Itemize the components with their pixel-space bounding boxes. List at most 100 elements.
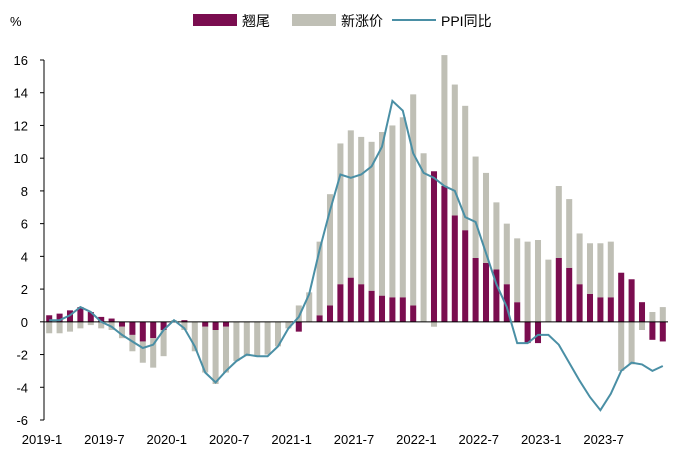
bar-qiaowei [410,305,417,322]
bar-xinzhangjia [368,141,375,291]
bar-qiaowei [482,262,490,322]
bar-qiaowei [337,284,344,322]
ppi-line [49,98,664,412]
bar-qiaowei [181,320,188,322]
bar-xinzhangjia [555,186,562,258]
bar-xinzhangjia [233,321,240,362]
y-tick-label: -2 [16,348,28,363]
bar-qiaowei [607,297,614,322]
bar-xinzhangjia [493,202,500,270]
legend: 翘尾 新涨价 PPI同比 [193,13,492,29]
bar-xinzhangjia [441,55,448,186]
bar-xinzhangjia [337,143,344,285]
x-tick-label: 2023-1 [521,432,561,447]
y-tick-label: 2 [21,282,28,297]
y-axis: -6 -4 -2 0 2 4 6 8 10 12 14 16 [14,53,45,428]
bar-xinzhangjia [222,326,230,373]
bar-xinzhangjia [212,330,219,384]
bar-xinzhangjia [326,194,334,306]
bar-xinzhangjia [295,305,302,322]
bar-qiaowei [77,307,84,322]
bar-qiaowei [503,284,510,322]
bar-xinzhangjia [98,321,105,329]
bar-qiaowei [150,321,157,339]
x-axis: 2019-1 2019-7 2020-1 2020-7 2021-1 2021-7 2022… [22,432,624,447]
bar-xinzhangjia [534,240,542,322]
x-tick-label: 2019-7 [84,432,124,447]
bar-qiaowei [534,321,542,344]
bar-qiaowei [462,230,469,322]
bar-qiaowei [87,312,94,322]
bar-xinzhangjia [202,326,209,373]
x-tick-label: 2022-7 [459,432,499,447]
bar-xinzhangjia [545,259,552,322]
bar-qiaowei [659,321,666,342]
bar-xinzhangjia [482,172,490,263]
bar-qiaowei [638,302,646,322]
x-tick-label: 2019-1 [22,432,62,447]
legend-swatch-xinzhangjia [292,14,336,26]
bar-xinzhangjia [181,321,188,330]
y-tick-label: 4 [21,249,28,264]
ppi-series-line [49,98,664,412]
y-tick-label: 8 [21,184,28,199]
bar-qiaowei [347,277,354,322]
bar-qiaowei [212,321,219,330]
bar-xinzhangjia [399,117,406,298]
bar-qiaowei [139,321,146,342]
legend-label-xinzhangjia: 新涨价 [341,13,383,29]
bar-qiaowei [524,321,531,344]
bar-qiaowei [441,186,448,322]
bar-xinzhangjia [420,153,427,322]
bar-xinzhangjia [347,130,354,278]
bar-qiaowei [160,321,167,330]
bar-qiaowei [46,315,53,322]
bar-qiaowei [618,272,625,322]
y-tick-label: 14 [14,86,28,101]
legend-swatch-qiaowei [193,14,237,26]
bar-xinzhangjia [472,156,479,258]
bar-qiaowei [576,284,583,322]
bar-xinzhangjia [264,321,271,355]
bar-xinzhangjia [150,338,157,368]
bar-qiaowei [472,258,479,322]
bar-xinzhangjia [285,321,292,329]
y-tick-label: -6 [16,413,28,428]
y-tick-label: 16 [14,53,28,68]
bar-xinzhangjia [597,243,604,298]
bar-xinzhangjia [77,321,84,329]
bar-qiaowei [129,321,136,335]
bar-qiaowei [399,297,406,322]
bar-qiaowei [316,315,323,322]
bar-xinzhangjia [316,241,323,316]
bar-xinzhangjia [576,233,583,285]
bar-xinzhangjia [378,132,386,296]
bars-qiaowei [46,171,666,344]
x-tick-label: 2021-7 [334,432,374,447]
bar-qiaowei [118,321,126,327]
bar-qiaowei [586,294,594,322]
x-tick-label: 2020-1 [147,432,187,447]
bar-qiaowei [628,279,635,322]
bar-xinzhangjia [524,241,531,322]
bar-xinzhangjia [118,326,126,339]
bar-qiaowei [98,316,105,322]
bar-xinzhangjia [462,105,469,231]
bar-xinzhangjia [191,321,198,352]
bar-qiaowei [649,321,656,340]
bar-qiaowei [493,269,500,322]
bar-qiaowei [566,267,573,322]
bar-xinzhangjia [66,321,74,332]
bar-qiaowei [326,305,334,322]
bar-qiaowei [451,215,458,322]
y-tick-label: 12 [14,118,28,133]
bar-xinzhangjia [358,136,365,285]
bar-qiaowei [597,297,604,322]
bar-qiaowei [108,318,115,322]
bar-qiaowei [378,295,386,322]
bar-xinzhangjia [514,238,521,303]
bar-xinzhangjia [389,125,396,298]
bar-qiaowei [368,290,375,322]
legend-label-ppi: PPI同比 [441,13,492,29]
